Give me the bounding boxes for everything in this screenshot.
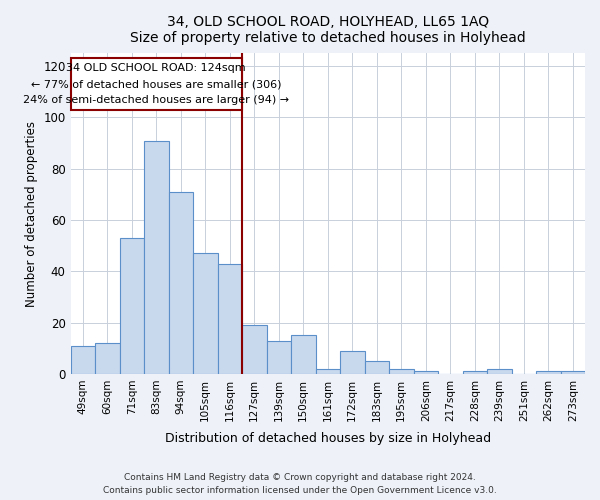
Title: 34, OLD SCHOOL ROAD, HOLYHEAD, LL65 1AQ
Size of property relative to detached ho: 34, OLD SCHOOL ROAD, HOLYHEAD, LL65 1AQ … <box>130 15 526 45</box>
Bar <box>413 372 438 374</box>
Bar <box>218 264 242 374</box>
X-axis label: Distribution of detached houses by size in Holyhead: Distribution of detached houses by size … <box>165 432 491 445</box>
Bar <box>193 254 218 374</box>
Bar <box>389 369 413 374</box>
Bar <box>463 372 487 374</box>
Bar <box>71 346 95 374</box>
Bar <box>169 192 193 374</box>
Bar <box>95 343 119 374</box>
Text: 34 OLD SCHOOL ROAD: 124sqm
← 77% of detached houses are smaller (306)
24% of sem: 34 OLD SCHOOL ROAD: 124sqm ← 77% of deta… <box>23 64 289 104</box>
Bar <box>365 361 389 374</box>
Bar <box>266 340 291 374</box>
Bar <box>291 336 316 374</box>
Bar <box>242 325 266 374</box>
FancyBboxPatch shape <box>71 58 242 110</box>
Y-axis label: Number of detached properties: Number of detached properties <box>25 120 38 306</box>
Text: Contains HM Land Registry data © Crown copyright and database right 2024.
Contai: Contains HM Land Registry data © Crown c… <box>103 473 497 495</box>
Bar <box>560 372 585 374</box>
Bar <box>119 238 144 374</box>
Bar <box>316 369 340 374</box>
Bar <box>340 351 365 374</box>
Bar <box>144 140 169 374</box>
Bar <box>487 369 512 374</box>
Bar <box>536 372 560 374</box>
